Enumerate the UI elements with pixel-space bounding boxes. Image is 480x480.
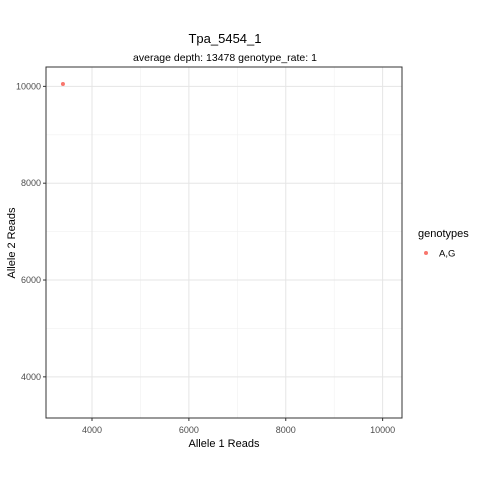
legend: genotypes A,G (418, 228, 469, 260)
y-axis-label: Allele 2 Reads (6, 207, 18, 278)
x-axis-ticks: 4000 6000 8000 10000 (82, 418, 395, 435)
x-tick-label: 4000 (82, 425, 102, 435)
y-tick-label: 8000 (21, 178, 41, 188)
legend-label: A,G (439, 249, 455, 260)
x-axis-label: Allele 1 Reads (189, 438, 260, 450)
chart-subtitle: average depth: 13478 genotype_rate: 1 (133, 52, 317, 64)
legend-title: genotypes (418, 228, 469, 240)
x-tick-label: 8000 (276, 425, 296, 435)
minor-gridlines (46, 67, 402, 418)
y-tick-label: 4000 (21, 372, 41, 382)
x-tick-label: 10000 (370, 425, 395, 435)
y-tick-label: 10000 (16, 81, 41, 91)
plot-panel-border (45, 66, 403, 419)
x-tick-label: 6000 (179, 425, 199, 435)
y-axis-ticks: 4000 6000 8000 10000 (16, 81, 46, 382)
chart-title: Tpa_5454_1 (188, 31, 261, 46)
legend-key (424, 251, 428, 255)
data-points (60, 81, 65, 86)
legend-items: A,G (424, 249, 455, 260)
major-gridlines (46, 67, 402, 418)
data-point (60, 81, 65, 86)
y-tick-label: 6000 (21, 275, 41, 285)
